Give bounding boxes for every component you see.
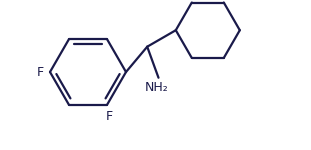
Text: NH₂: NH₂ <box>145 81 168 94</box>
Text: F: F <box>105 110 113 123</box>
Text: F: F <box>37 66 44 78</box>
